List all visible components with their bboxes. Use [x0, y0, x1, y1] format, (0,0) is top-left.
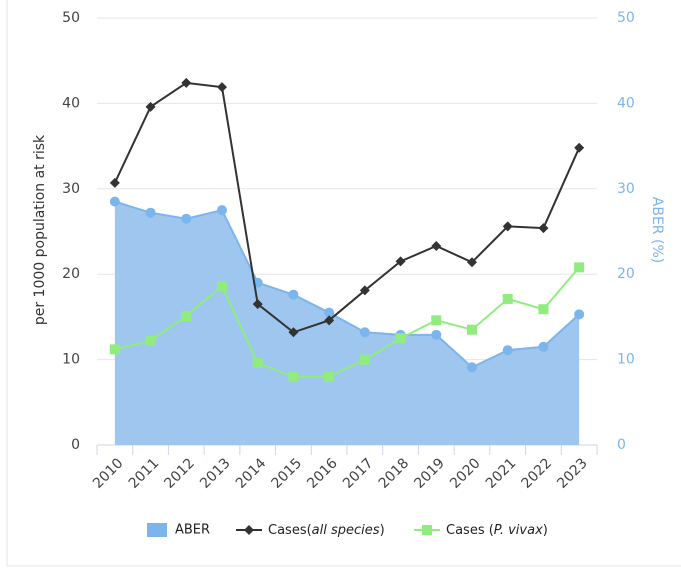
- marker: [395, 256, 406, 267]
- line: [114, 266, 580, 378]
- x-tick-label: 2020: [447, 455, 484, 492]
- x-tick-label: 2016: [304, 455, 341, 492]
- x-tick-label: 2019: [411, 455, 448, 492]
- y2-tick-label: 50: [617, 10, 635, 26]
- marker: [109, 177, 120, 188]
- x-tick-label: 2017: [340, 455, 377, 492]
- y-tick-label: 40: [62, 95, 80, 111]
- x-tick-label: 2013: [197, 455, 234, 492]
- point: [538, 341, 549, 352]
- marker: [467, 324, 477, 335]
- marker: [145, 101, 156, 112]
- legend-swatch: [147, 523, 167, 537]
- marker: [359, 285, 370, 296]
- x-tick-label: 2021: [483, 455, 520, 492]
- marker: [217, 281, 227, 292]
- marker: [359, 354, 370, 365]
- y-axis-title: per 1000 population at risk: [32, 134, 48, 325]
- point: [145, 207, 156, 218]
- marker: [538, 223, 549, 234]
- legend-item: ABER: [147, 523, 210, 538]
- marker: [252, 299, 263, 310]
- marker: [145, 335, 156, 346]
- y2-axis-title: ABER (%): [649, 197, 665, 263]
- x-tick-label: 2011: [126, 455, 163, 492]
- marker: [538, 304, 549, 315]
- y2-tick-label: 10: [617, 352, 635, 368]
- y-tick-label: 50: [62, 10, 80, 26]
- y-tick-label: 30: [62, 181, 80, 197]
- line: [113, 81, 581, 334]
- point: [502, 345, 513, 356]
- legend-label: Cases(all species): [268, 523, 385, 538]
- x-tick-label: 2012: [161, 455, 198, 492]
- marker: [252, 358, 263, 369]
- point: [324, 307, 335, 318]
- point: [359, 327, 370, 338]
- marker: [502, 221, 513, 232]
- marker: [288, 371, 299, 382]
- legend-item: Cases (P. vivax): [414, 523, 548, 538]
- marker: [431, 315, 442, 326]
- x-tick-label: 2015: [269, 455, 306, 492]
- marker: [181, 311, 192, 322]
- marker: [431, 241, 442, 252]
- point: [288, 289, 299, 300]
- y2-tick-label: 0: [617, 437, 626, 453]
- y2-tick-label: 40: [617, 95, 635, 111]
- marker: [467, 257, 477, 268]
- marker: [217, 82, 227, 93]
- y2-tick-label: 20: [617, 266, 635, 282]
- legend-label: ABER: [175, 523, 210, 538]
- point: [181, 213, 192, 224]
- legend-marker: [244, 525, 254, 535]
- point: [467, 362, 477, 373]
- point: [574, 309, 585, 320]
- marker: [181, 77, 192, 88]
- marker: [502, 293, 513, 304]
- x-tick-label: 2014: [233, 455, 270, 492]
- legend-marker: [422, 525, 432, 535]
- legend-item: Cases(all species): [236, 523, 385, 538]
- area-line: [114, 200, 580, 369]
- point: [431, 329, 442, 340]
- point: [109, 196, 120, 207]
- x-axis: [96, 444, 598, 455]
- x-tick-label: 2022: [519, 455, 556, 492]
- marker: [395, 333, 406, 344]
- point: [217, 205, 227, 216]
- legend-label: Cases (P. vivax): [446, 523, 548, 538]
- marker: [574, 262, 585, 273]
- marker: [574, 142, 585, 153]
- marker: [288, 327, 299, 338]
- x-tick-label: 2018: [376, 455, 413, 492]
- x-tick-label: 2023: [554, 455, 591, 492]
- marker: [324, 315, 335, 326]
- x-tick-label: 2010: [90, 455, 127, 492]
- marker: [324, 371, 335, 382]
- y2-tick-label: 30: [617, 181, 635, 197]
- y-tick-label: 0: [71, 437, 80, 453]
- y-tick-label: 20: [62, 266, 80, 282]
- y-tick-label: 10: [62, 352, 80, 368]
- marker: [109, 344, 120, 355]
